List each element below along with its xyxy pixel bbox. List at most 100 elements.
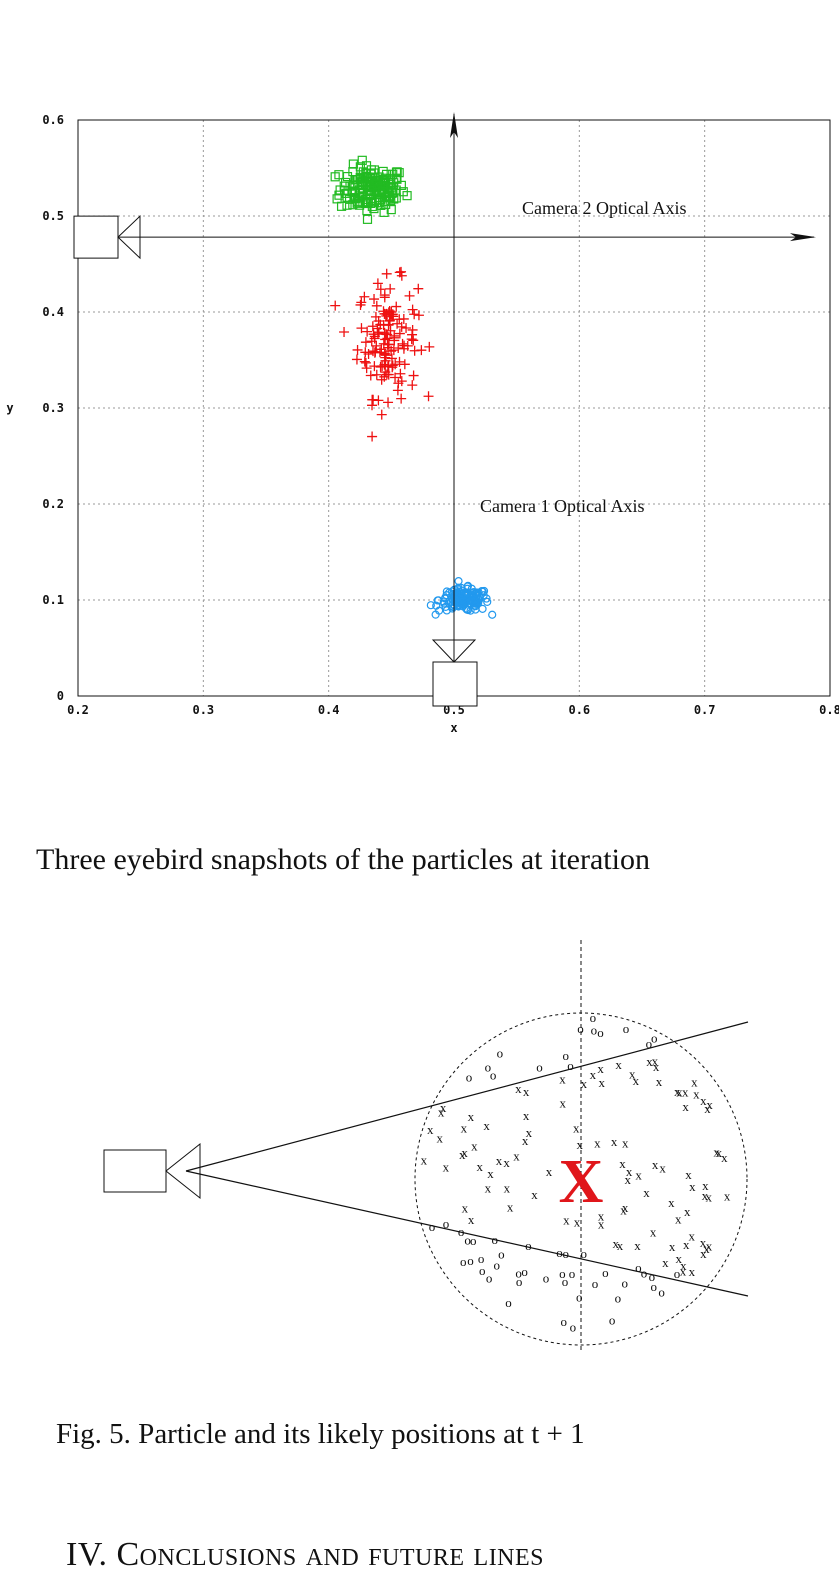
x-particle-mark: x — [704, 1101, 711, 1116]
x-tick-label: 0.2 — [67, 703, 89, 717]
plus-particle — [372, 278, 383, 289]
plus-particle — [339, 326, 350, 337]
x-particle-mark: x — [615, 1057, 622, 1072]
x-particle-mark: x — [646, 1054, 653, 1069]
plus-particle — [367, 400, 378, 411]
circle-particle — [446, 592, 456, 601]
x-particle-mark: x — [531, 1187, 538, 1202]
circle-particle — [479, 586, 489, 596]
x-particle-mark: x — [597, 1061, 604, 1076]
plus-particle — [356, 323, 367, 334]
x-particle-mark: x — [440, 1100, 447, 1115]
o-particle-mark: o — [464, 1233, 471, 1248]
x-particle-mark: x — [682, 1085, 689, 1100]
x-particle-mark: x — [462, 1200, 469, 1215]
x-particle-mark: x — [674, 1084, 681, 1099]
plus-particle — [413, 310, 424, 321]
o-particle-mark: o — [562, 1274, 569, 1289]
circle-particle — [442, 606, 451, 615]
plus-particle — [360, 347, 371, 358]
o-particle-mark: o — [623, 1021, 630, 1036]
x-particle-mark: x — [620, 1202, 627, 1217]
plus-particle — [375, 284, 386, 295]
o-particle-mark: o — [641, 1266, 648, 1281]
scatter-points — [330, 155, 497, 619]
x-particle-mark: x — [702, 1188, 709, 1203]
x-particle-mark: x — [599, 1075, 606, 1090]
circle-particle — [478, 604, 487, 613]
camera-2-axis-label: Camera 2 Optical Axis — [522, 198, 686, 218]
square-particle — [398, 187, 408, 197]
camera-1-body — [432, 661, 478, 707]
o-particle-mark: o — [492, 1232, 499, 1247]
figure-5-caption: Fig. 5. Particle and its likely position… — [56, 1418, 585, 1450]
x-particle-mark: x — [680, 1258, 687, 1273]
square-particle — [348, 159, 358, 169]
x-particle-mark: x — [713, 1145, 720, 1160]
plus-particle — [408, 335, 419, 346]
plus-particle — [388, 345, 399, 356]
x-particle-mark: x — [523, 1108, 530, 1123]
o-particle-mark: o — [498, 1247, 505, 1262]
o-particle-mark: o — [563, 1048, 570, 1063]
x-particle-mark: x — [683, 1237, 690, 1252]
plus-particle — [355, 299, 366, 310]
x-particle-mark: x — [676, 1251, 683, 1266]
x-particle-mark: x — [504, 1181, 511, 1196]
o-particle-mark: o — [470, 1233, 477, 1248]
x-particle-mark: x — [468, 1109, 475, 1124]
plus-particle — [413, 283, 424, 294]
x-particle-mark: x — [617, 1238, 624, 1253]
square-particle — [385, 179, 396, 189]
x-particle-mark: x — [427, 1122, 434, 1137]
view-cone-lower — [185, 1170, 749, 1297]
plus-particle — [380, 367, 391, 378]
circle-particle — [432, 601, 441, 610]
x-particle-mark: x — [700, 1093, 707, 1108]
square-particle — [344, 194, 355, 204]
x-particle-mark: x — [662, 1255, 669, 1270]
x-particle-mark: x — [684, 1204, 691, 1219]
x-particle-mark: x — [689, 1264, 696, 1279]
o-particle-mark: o — [490, 1067, 497, 1082]
x-particle-mark: x — [669, 1239, 676, 1254]
square-particle — [365, 198, 376, 209]
plus-particle — [385, 283, 396, 294]
circle-particle — [471, 602, 480, 611]
circle-particle — [457, 595, 466, 604]
square-particle — [357, 155, 367, 165]
square-particle — [353, 180, 363, 190]
plus-particle — [394, 328, 405, 339]
x-particle-mark: x — [700, 1235, 707, 1250]
plus-particle — [409, 345, 420, 356]
plus-particle — [409, 309, 420, 320]
plus-particle — [397, 338, 408, 349]
o-particle-mark: o — [576, 1290, 583, 1305]
o-particle-mark: o — [536, 1060, 543, 1075]
o-particle-mark: o — [478, 1251, 485, 1266]
x-particle-mark: x — [693, 1086, 700, 1101]
plus-particle — [383, 319, 394, 330]
circle-particle — [483, 597, 492, 607]
plus-particle — [371, 300, 382, 311]
x-particle-mark: x — [477, 1159, 484, 1174]
square-particle — [366, 165, 376, 175]
x-particle-mark: x — [513, 1149, 520, 1164]
x-particle-mark: x — [622, 1136, 629, 1151]
plus-particle — [366, 336, 377, 347]
x-particle-mark: x — [437, 1130, 444, 1145]
chart-grid — [78, 120, 830, 696]
square-particle — [386, 204, 396, 215]
o-particle-mark: o — [591, 1023, 598, 1038]
x-particle-mark: x — [652, 1157, 659, 1172]
o-particle-mark: o — [458, 1224, 465, 1239]
plus-particle — [379, 292, 390, 303]
o-particle-mark: o — [521, 1264, 528, 1279]
plus-particle — [386, 346, 397, 357]
plus-particle — [393, 342, 404, 353]
plus-particle — [365, 370, 376, 381]
square-particle — [385, 191, 395, 201]
figure-4-caption: Three eyebird snapshots of the particles… — [36, 843, 650, 876]
x-particle-mark: x — [523, 1084, 530, 1099]
